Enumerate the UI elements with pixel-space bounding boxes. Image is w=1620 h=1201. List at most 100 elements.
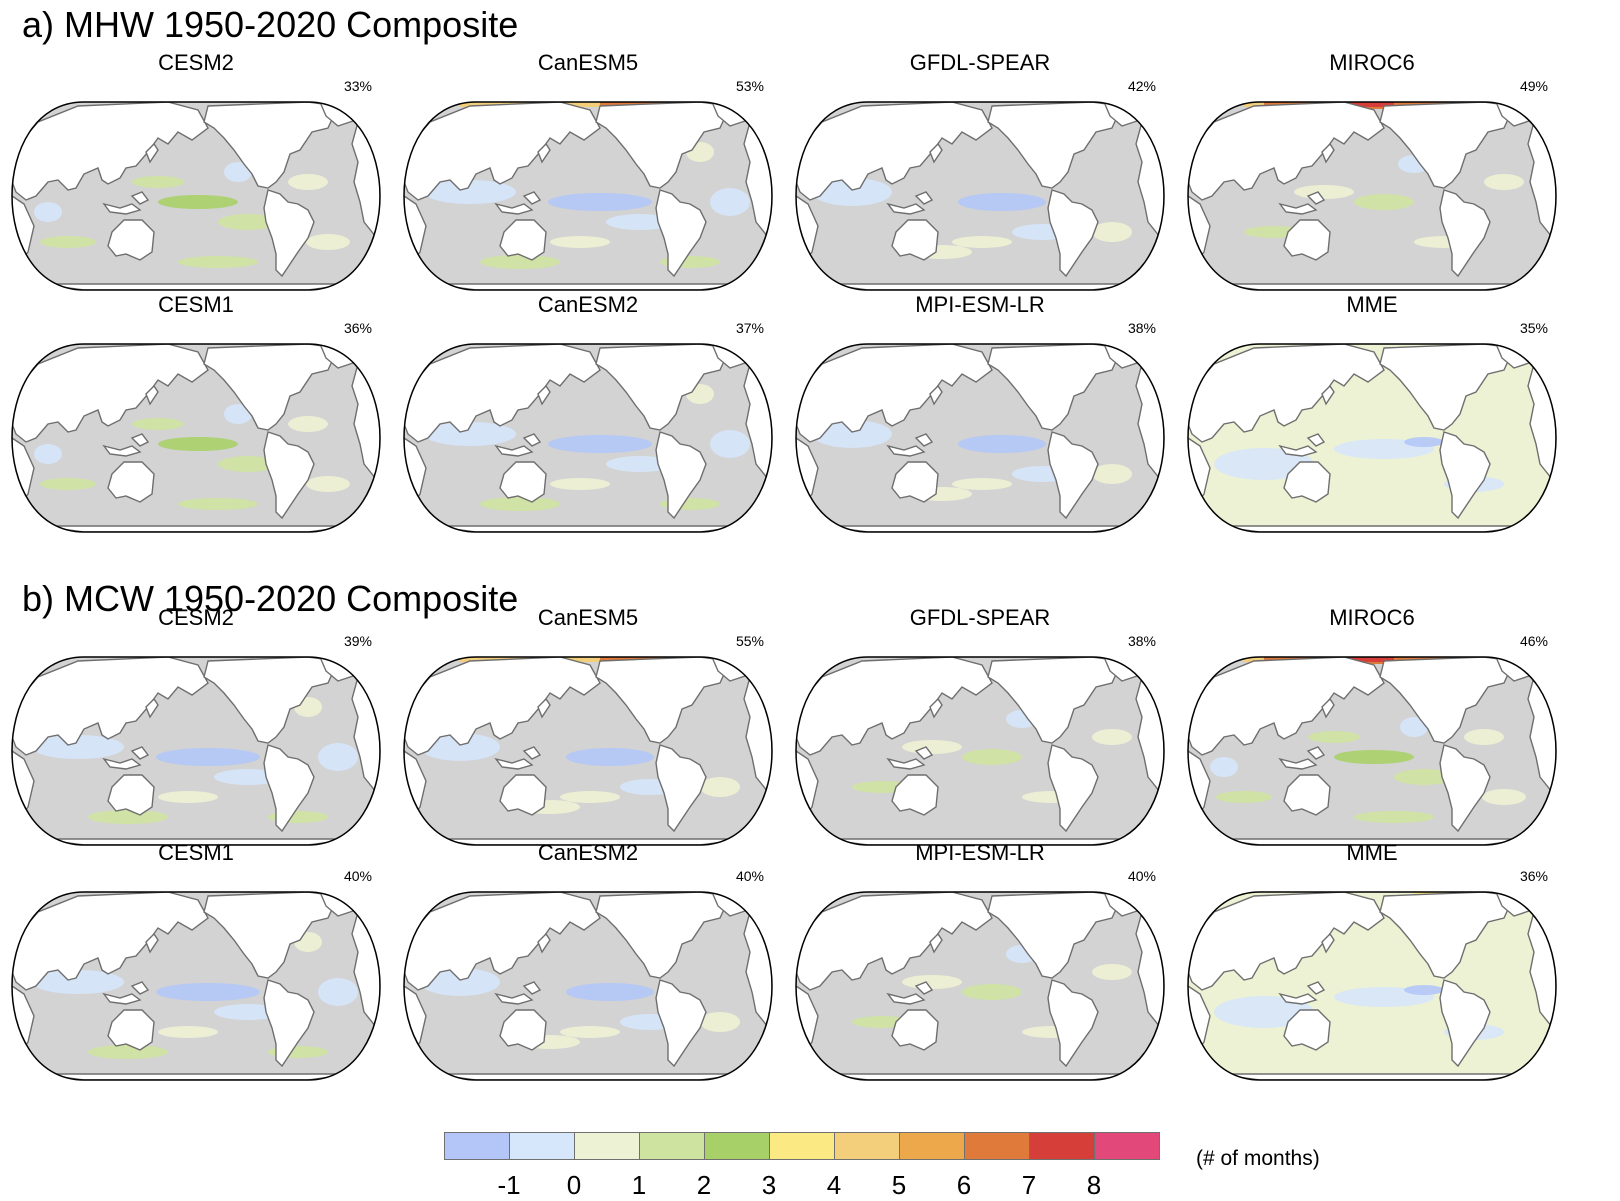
map-panel: MIROC6 49% <box>1184 50 1560 300</box>
anomaly-region <box>1484 174 1524 190</box>
colorbar-swatch <box>704 1132 770 1160</box>
world-map <box>1187 891 1557 1081</box>
anomaly-region <box>1214 448 1314 480</box>
anomaly-region <box>424 180 516 204</box>
panel-model-title: MME <box>1346 840 1398 865</box>
colorbar-swatch <box>899 1132 965 1160</box>
globe-outline <box>11 101 381 291</box>
anomaly-region <box>156 748 260 766</box>
anomaly-region <box>710 430 750 458</box>
anomaly-region <box>952 236 1012 248</box>
colorbar-swatch <box>574 1132 640 1160</box>
panel-model-title: CanESM5 <box>537 605 639 630</box>
globe-outline <box>1187 343 1557 533</box>
anomaly-region <box>34 202 62 222</box>
panel-model-title: GFDL-SPEAR <box>909 50 1051 75</box>
globe-outline <box>1187 101 1557 291</box>
anomaly-region <box>158 791 218 803</box>
anomaly-region <box>224 404 252 424</box>
anomaly-region <box>812 178 892 206</box>
globe-outline <box>795 656 1165 846</box>
colorbar-swatch <box>444 1132 510 1160</box>
panel-percentage: 42% <box>1127 78 1156 94</box>
anomaly-region <box>480 497 560 511</box>
anomaly-region <box>1092 729 1132 745</box>
panel-percentage: 40% <box>1127 868 1156 884</box>
world-map <box>11 656 381 846</box>
map-panel: MME 36% <box>1184 840 1560 1090</box>
arctic-anomaly <box>460 657 710 662</box>
anomaly-region <box>548 193 652 211</box>
anomaly-region <box>40 236 96 248</box>
anomaly-region <box>958 435 1046 453</box>
anomaly-region <box>812 420 892 448</box>
anomaly-region <box>1308 731 1360 743</box>
colorbar-tick-label: -1 <box>497 1170 521 1200</box>
panel-percentage: 55% <box>735 633 764 649</box>
anomaly-region <box>318 978 358 1006</box>
anomaly-region <box>566 748 654 766</box>
map-panel: GFDL-SPEAR 42% <box>792 50 1168 300</box>
panel-percentage: 53% <box>735 78 764 94</box>
colorbar-tick-label: 6 <box>956 1170 972 1200</box>
panel-model-title: CESM1 <box>158 840 234 865</box>
colorbar-tick-label: 5 <box>891 1170 907 1200</box>
world-map <box>403 891 773 1081</box>
panel-percentage: 49% <box>1519 78 1548 94</box>
map-panel: CESM2 33% <box>8 50 384 300</box>
anomaly-region <box>318 743 358 771</box>
anomaly-region <box>480 255 560 269</box>
panel-model-title: MME <box>1346 292 1398 317</box>
arctic-anomaly <box>1334 657 1394 662</box>
map-panel: CanESM5 53% <box>400 50 776 300</box>
colorbar-swatch <box>1029 1132 1095 1160</box>
colorbar-tick-label: 3 <box>761 1170 777 1200</box>
anomaly-region <box>420 733 500 761</box>
anomaly-region <box>560 1026 620 1038</box>
anomaly-region <box>1404 985 1444 995</box>
colorbar-tick-label: 1 <box>631 1170 647 1200</box>
panel-model-title: MPI-ESM-LR <box>915 292 1045 317</box>
panel-percentage: 46% <box>1519 633 1548 649</box>
anomaly-region <box>288 416 328 432</box>
anomaly-region <box>132 418 184 430</box>
panel-model-title: CanESM5 <box>537 50 639 75</box>
globe-outline <box>403 101 773 291</box>
anomaly-region <box>1214 996 1314 1028</box>
colorbar-swatch <box>509 1132 575 1160</box>
colorbar-swatch <box>964 1132 1030 1160</box>
anomaly-region <box>550 236 610 248</box>
anomaly-region <box>1092 464 1132 484</box>
anomaly-region <box>1210 757 1238 777</box>
panel-percentage: 38% <box>1127 320 1156 336</box>
globe-outline <box>11 656 381 846</box>
anomaly-region <box>700 1012 740 1032</box>
anomaly-region <box>902 740 962 754</box>
anomaly-region <box>34 444 62 464</box>
world-map <box>403 343 773 533</box>
map-panel: MPI-ESM-LR 38% <box>792 292 1168 542</box>
colorbar-tick-label: 0 <box>566 1170 582 1200</box>
anomaly-region <box>218 214 278 230</box>
colorbar-swatch <box>769 1132 835 1160</box>
panel-model-title: CanESM2 <box>537 292 639 317</box>
anomaly-region <box>158 1026 218 1038</box>
world-map <box>795 891 1165 1081</box>
anomaly-region <box>1216 791 1272 803</box>
globe-outline <box>11 343 381 533</box>
anomaly-region <box>958 193 1046 211</box>
anomaly-region <box>550 478 610 490</box>
world-map <box>403 101 773 291</box>
globe-outline <box>403 656 773 846</box>
panel-model-title: MIROC6 <box>1329 605 1415 630</box>
panel-percentage: 39% <box>343 633 372 649</box>
world-map <box>1187 101 1557 291</box>
anomaly-region <box>902 975 962 989</box>
section-a-title: a) MHW 1950-2020 Composite <box>22 4 519 45</box>
map-panel: MPI-ESM-LR 40% <box>792 840 1168 1090</box>
panel-percentage: 36% <box>1519 868 1548 884</box>
panel-model-title: MPI-ESM-LR <box>915 840 1045 865</box>
anomaly-region <box>710 188 750 216</box>
colorbar-swatch <box>834 1132 900 1160</box>
anomaly-region <box>88 810 168 824</box>
